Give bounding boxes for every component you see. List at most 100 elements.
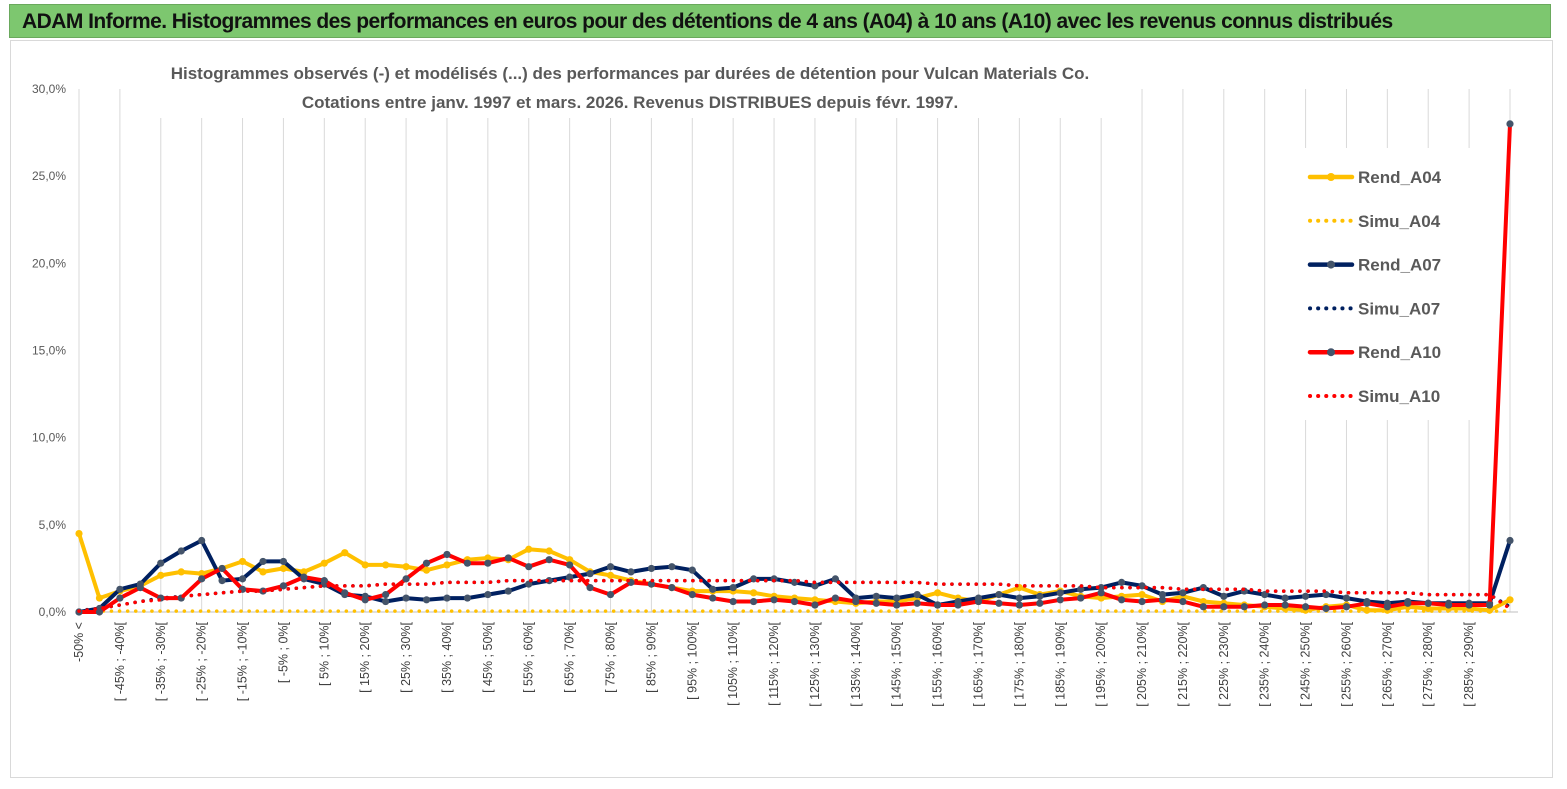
- y-tick-label: 20,0%: [32, 256, 66, 270]
- point-Rend_A10: [831, 594, 839, 602]
- point-Rend_A04: [934, 589, 942, 597]
- point-Rend_A07: [116, 585, 124, 593]
- x-tick-label: [ 35% ; 40%[: [440, 621, 454, 692]
- point-Rend_A10: [1445, 601, 1453, 609]
- point-Rend_A10: [709, 594, 717, 602]
- point-Rend_A07: [1117, 578, 1126, 586]
- point-Rend_A07: [729, 583, 737, 592]
- point-Rend_A10: [1199, 603, 1207, 611]
- point-Rend_A04: [157, 571, 165, 579]
- point-Rend_A07: [668, 563, 676, 571]
- point-Rend_A10: [729, 597, 737, 606]
- point-Rend_A04: [1199, 597, 1207, 606]
- point-Rend_A07: [1015, 594, 1023, 602]
- point-Rend_A04: [198, 570, 206, 578]
- point-Rend_A07: [443, 594, 451, 602]
- point-Rend_A07: [504, 587, 512, 595]
- point-Rend_A10: [811, 601, 819, 609]
- legend-marker: [1327, 348, 1335, 357]
- point-Rend_A10: [1465, 601, 1473, 609]
- y-tick-label: 15,0%: [32, 344, 66, 358]
- point-Rend_A07: [586, 570, 594, 578]
- legend-marker: [1327, 260, 1335, 269]
- point-Rend_A07: [238, 575, 247, 583]
- point-Rend_A07: [1138, 582, 1146, 590]
- x-tick-label: [ 265% ; 270%[: [1380, 621, 1394, 706]
- point-Rend_A07: [627, 568, 635, 576]
- x-tick-label: [ 75% ; 80%[: [604, 621, 618, 692]
- x-axis-ticks: -50% < [ -45% ; -40%[[ -35% ; -30%[[ -25%…: [72, 621, 1476, 706]
- point-Rend_A10: [934, 601, 942, 609]
- point-Rend_A07: [750, 575, 758, 583]
- x-tick-label: [ 215% ; 220%[: [1176, 621, 1190, 706]
- legend-item-Rend_A10: Rend_A10: [1307, 343, 1441, 362]
- point-Rend_A10: [1117, 596, 1126, 604]
- point-Rend_A04: [238, 557, 247, 566]
- point-Rend_A07: [1342, 594, 1351, 602]
- point-Rend_A04: [75, 529, 83, 538]
- point-Rend_A07: [893, 594, 901, 602]
- point-Rend_A04: [750, 589, 758, 597]
- point-Rend_A10: [668, 583, 676, 592]
- point-Rend_A10: [95, 608, 104, 616]
- x-tick-label: [ -35% ; -30%[: [154, 621, 168, 701]
- legend-item-Simu_A04: Simu_A04: [1308, 212, 1441, 231]
- point-Rend_A07: [1220, 592, 1228, 600]
- point-Rend_A10: [1077, 594, 1085, 602]
- point-Rend_A04: [422, 566, 431, 574]
- legend-label: Rend_A10: [1358, 343, 1441, 362]
- point-Rend_A07: [1036, 592, 1044, 600]
- point-Rend_A10: [688, 590, 696, 599]
- point-Rend_A10: [1383, 603, 1391, 611]
- point-Rend_A10: [402, 575, 410, 583]
- point-Rend_A10: [954, 601, 962, 609]
- point-Rend_A07: [790, 578, 799, 586]
- point-Rend_A10: [1301, 603, 1310, 611]
- point-Rend_A10: [1342, 603, 1351, 611]
- point-Rend_A07: [831, 575, 839, 583]
- point-Rend_A07: [1179, 589, 1187, 597]
- point-Rend_A10: [1138, 597, 1146, 606]
- point-Rend_A10: [1240, 603, 1248, 611]
- point-Rend_A07: [422, 596, 431, 604]
- point-Rend_A10: [566, 561, 574, 569]
- point-Rend_A07: [913, 590, 921, 599]
- point-Rend_A07: [1506, 536, 1514, 545]
- point-Rend_A07: [218, 577, 226, 585]
- point-Rend_A10: [1158, 596, 1167, 604]
- point-Rend_A10: [974, 597, 983, 606]
- point-Rend_A07: [279, 557, 288, 566]
- x-tick-label: [ 255% ; 260%[: [1339, 621, 1353, 706]
- legend-marker: [1327, 173, 1335, 181]
- point-Rend_A10: [913, 599, 921, 607]
- point-Rend_A04: [525, 545, 533, 553]
- point-Rend_A10: [116, 594, 124, 602]
- point-Rend_A10: [606, 590, 615, 599]
- point-Rend_A07: [995, 590, 1003, 599]
- point-Rend_A07: [709, 585, 717, 593]
- x-tick-label: [ 95% ; 100%[: [685, 621, 699, 699]
- point-Rend_A10: [361, 596, 369, 604]
- x-tick-label: [ 225% ; 230%[: [1217, 621, 1231, 706]
- point-Rend_A07: [198, 536, 206, 545]
- point-Rend_A04: [1097, 594, 1105, 602]
- point-Rend_A10: [218, 564, 226, 573]
- series-Rend_A10: [75, 120, 1514, 616]
- data-series: [75, 120, 1514, 616]
- point-Rend_A04: [606, 571, 615, 579]
- point-Rend_A10: [1424, 599, 1432, 607]
- y-tick-label: 5,0%: [39, 518, 67, 532]
- x-tick-label: [ -25% ; -20%[: [195, 621, 209, 701]
- point-Rend_A07: [382, 597, 390, 606]
- legend-label: Simu_A07: [1358, 299, 1440, 318]
- point-Rend_A07: [647, 564, 656, 573]
- point-Rend_A10: [1056, 596, 1064, 604]
- x-tick-label: [ 175% ; 180%[: [1012, 621, 1026, 706]
- point-Rend_A10: [443, 550, 451, 559]
- point-Rend_A10: [1261, 601, 1269, 609]
- x-tick-label: [ 275% ; 280%[: [1421, 621, 1435, 706]
- point-Rend_A10: [1015, 601, 1023, 609]
- report-title: ADAM Informe. Histogrammes des performan…: [22, 10, 1393, 33]
- x-tick-label: [ 145% ; 150%[: [890, 621, 904, 706]
